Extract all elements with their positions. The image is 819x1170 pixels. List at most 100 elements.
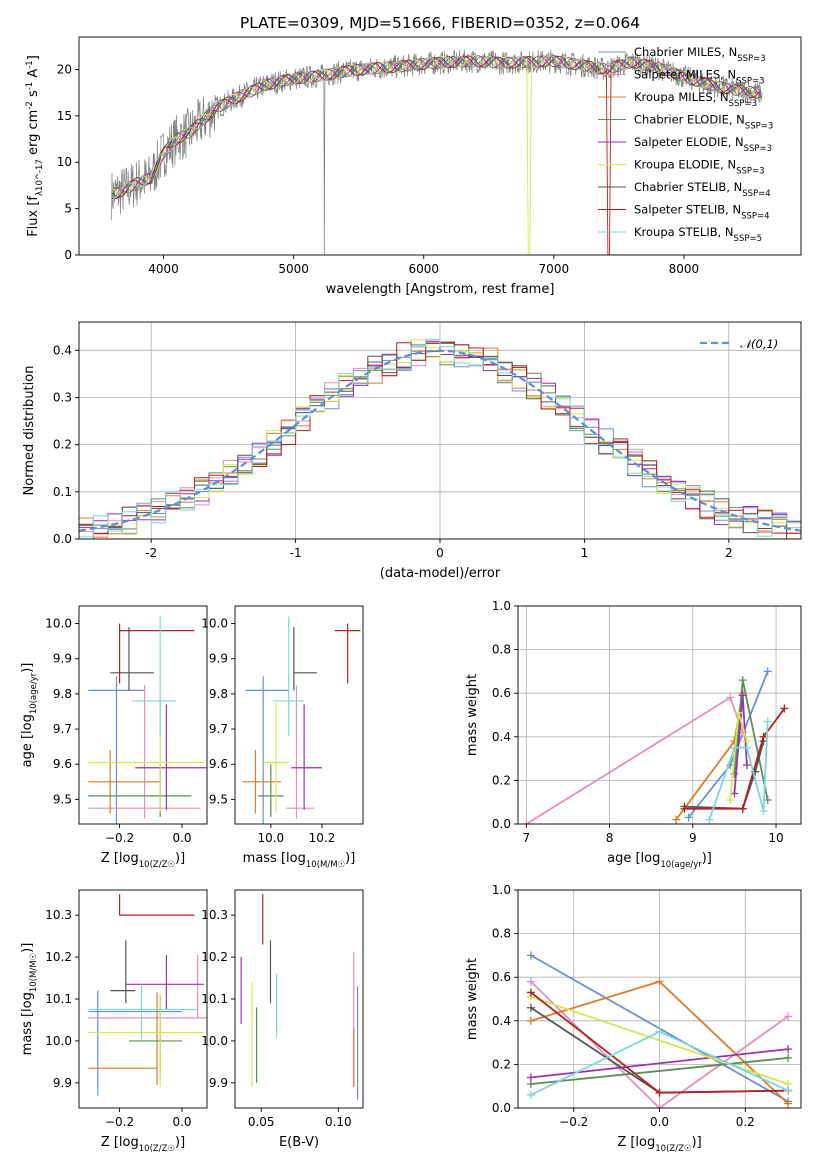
x-axis-label: Z [log10(Z/Z☉)]	[101, 851, 185, 870]
x-axis-label: age [log10(age/yr)]	[607, 851, 712, 870]
weight-marker	[526, 1016, 535, 1025]
weight-marker	[784, 1045, 793, 1054]
y-tick-label: 0.0	[492, 1101, 511, 1115]
frame-age-vs-mass: 10.0 10.2 9.5 9.6 9.7 9.8 9.9 10.0 mass [log10(M…	[201, 605, 364, 870]
weight-series	[730, 691, 751, 798]
x-tick-label: -1	[290, 546, 302, 560]
x-tick-label: 8	[606, 831, 614, 845]
weight-marker	[784, 1053, 793, 1062]
weight-marker	[655, 977, 664, 986]
legend-label: Kroupa MILES, NSSP=3	[634, 90, 757, 109]
x-tick-label: 0	[436, 546, 444, 560]
errorbar-point	[286, 685, 315, 819]
y-tick-label: 5	[64, 202, 72, 216]
errorbar-point	[273, 616, 305, 737]
x-tick-label: −0.2	[105, 1115, 134, 1129]
weight-marker	[784, 1099, 793, 1108]
x-axis-label: Z [log10(Z/Z☉)]	[101, 1135, 185, 1154]
y-axis-label: Flux [fλ10^-17 erg cm-2 s-1 A-1]	[25, 55, 45, 237]
y-tick-label: 0.1	[53, 485, 72, 499]
frame-residuals: -2 -1 0 1 2 0.0 0.1 0.2 0.3 0.4 (data-model)/error…	[22, 321, 802, 581]
x-tick-label: 0.0	[650, 1115, 669, 1129]
errorbar-point	[135, 704, 207, 810]
errorbar-point	[118, 623, 195, 684]
axes-age-vs-Z: −0.2 0.0 9.5 9.6 9.7 9.8 9.9 10.0 Z [log10(Z/Z☉)…	[20, 605, 208, 870]
weight-marker	[655, 1104, 664, 1108]
errorbar-point	[88, 990, 183, 1096]
y-axis-label: mass weight	[465, 674, 480, 756]
x-tick-label: 2	[725, 546, 733, 560]
axes-frame	[234, 605, 364, 825]
weight-marker	[726, 796, 735, 805]
weight-marker	[655, 1088, 664, 1097]
errorbar-point	[88, 764, 192, 817]
weight-line	[530, 995, 789, 1085]
legend-label: Salpeter MILES, NSSP=3	[634, 68, 765, 87]
plot-area-age-vs-Z	[88, 616, 207, 824]
errorbar-point	[258, 764, 284, 817]
y-tick-label: 10.1	[45, 992, 72, 1006]
histogram-step	[107, 339, 801, 539]
weight-marker	[526, 1090, 535, 1099]
frame-mass-vs-Z: −0.2 0.0 9.9 10.0 10.1 10.2 10.3 Z [log10(Z/Z☉)…	[20, 889, 208, 1154]
x-tick-label: 9	[689, 831, 697, 845]
x-axis-label: Z [log10(Z/Z☉)]	[617, 1135, 701, 1154]
weight-marker	[526, 1073, 535, 1082]
y-tick-label: 10.0	[45, 1034, 72, 1048]
y-axis-label: mass weight	[465, 958, 480, 1040]
y-tick-label: 0.8	[492, 643, 511, 657]
errorbar-point	[293, 627, 317, 691]
legend-label: Salpeter ELODIE, NSSP=3	[634, 135, 772, 154]
errorbar-point	[118, 894, 195, 916]
figure-title: PLATE=0309, MJD=51666, FIBERID=0352, z=0…	[240, 14, 640, 32]
y-tick-label: 10.3	[45, 908, 72, 922]
x-tick-label: −0.2	[105, 831, 134, 845]
weight-marker	[763, 667, 772, 676]
weight-series	[526, 977, 793, 1108]
x-tick-label: 0.10	[325, 1115, 352, 1129]
y-tick-label: 10	[57, 155, 72, 169]
errorbar-point	[110, 940, 136, 1004]
legend-residuals: 𝒩(0,1)	[700, 337, 778, 351]
plot-area-mass-vs-Z	[88, 894, 207, 1096]
weight-series	[526, 1027, 793, 1099]
legend-label: Chabrier STELIB, NSSP=4	[634, 180, 771, 199]
legend-spectrum: Chabrier MILES, NSSP=3 Salpeter MILES, NS…	[598, 45, 773, 244]
model-spectrum-line	[111, 55, 762, 199]
y-tick-label: 0.2	[53, 438, 72, 452]
y-tick-label: 0	[64, 248, 72, 262]
plot-area-mass-vs-ebv	[240, 894, 359, 1100]
y-tick-label: 9.9	[53, 652, 72, 666]
weight-marker	[784, 1086, 793, 1095]
axes-massweight-vs-Z: −0.2 0.0 0.2 0.0 0.2 0.4 0.6 0.8 1.0 Z [log10(Z/Z…	[465, 883, 802, 1154]
y-axis-label: Normed distribution	[22, 366, 37, 496]
weight-marker	[738, 804, 747, 813]
axes-spectrum: 4000 5000 6000 7000 8000 0 5 10 15 20 wavelength […	[25, 36, 802, 297]
y-tick-label: 9.8	[209, 687, 228, 701]
errorbar-point	[291, 704, 323, 810]
axes-age-vs-mass: 10.0 10.2 9.5 9.6 9.7 9.8 9.9 10.0 mass [log10(M…	[201, 605, 364, 870]
weight-marker	[742, 761, 751, 770]
x-tick-label: −0.2	[559, 1115, 588, 1129]
weight-marker	[759, 806, 768, 815]
y-tick-label: 15	[57, 109, 72, 123]
y-tick-label: 10.0	[201, 1034, 228, 1048]
legend-label: 𝒩(0,1)	[740, 337, 778, 351]
y-tick-label: 10.0	[201, 617, 228, 631]
weight-marker	[655, 1027, 664, 1036]
y-tick-label: 0.4	[492, 730, 511, 744]
y-tick-label: 0.2	[492, 1057, 511, 1071]
y-tick-label: 9.9	[53, 1076, 72, 1090]
axes-mass-vs-ebv: 0.05 0.10 9.9 10.0 10.1 10.2 10.3 E(B-V)	[201, 889, 364, 1150]
legend-label: Chabrier MILES, NSSP=3	[634, 45, 766, 64]
legend-label: Chabrier ELODIE, NSSP=3	[634, 113, 773, 132]
weight-marker	[742, 743, 751, 752]
axes-frame	[517, 605, 802, 825]
x-tick-label: 6000	[408, 262, 439, 276]
errorbar-point	[334, 623, 361, 684]
weight-marker	[784, 1012, 793, 1021]
errorbar-point	[245, 676, 289, 824]
y-tick-label: 9.7	[209, 722, 228, 736]
weight-marker	[672, 815, 681, 824]
